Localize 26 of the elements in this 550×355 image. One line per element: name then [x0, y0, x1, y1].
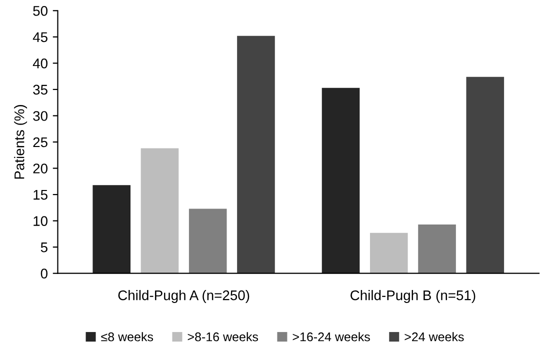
- y-tick-label: 15: [34, 190, 48, 200]
- y-tick-label: 35: [33, 84, 48, 95]
- bar: [92, 185, 131, 274]
- y-tick-label: 25: [33, 137, 48, 148]
- y-tick-label: 10: [34, 216, 48, 226]
- y-axis-title: Patients (%): [14, 105, 28, 179]
- bar: [237, 36, 275, 274]
- y-tick-label: 30: [33, 111, 48, 121]
- bar: [418, 224, 456, 274]
- bar: [370, 232, 408, 274]
- legend-label: ≤8 weeks: [101, 332, 154, 342]
- bar: [188, 208, 227, 274]
- bar: [466, 76, 504, 274]
- y-tick-label: 40: [32, 58, 48, 68]
- y-tick-label: 45: [32, 32, 48, 42]
- legend-label: >24 weeks: [404, 332, 464, 342]
- x-tick-label: Child-Pugh B (n=51): [350, 290, 476, 303]
- y-tick-label: 20: [33, 164, 48, 174]
- legend-label: >16-24 weeks: [292, 332, 370, 342]
- y-tick-label: 50: [33, 6, 48, 16]
- x-tick-label: Child-Pugh A (n=250): [118, 290, 250, 303]
- bar: [322, 88, 360, 274]
- legend-label: >8-16 weeks: [188, 332, 258, 342]
- bar: [140, 148, 179, 274]
- y-tick-label: 0: [40, 268, 48, 279]
- y-tick-label: 5: [40, 242, 48, 252]
